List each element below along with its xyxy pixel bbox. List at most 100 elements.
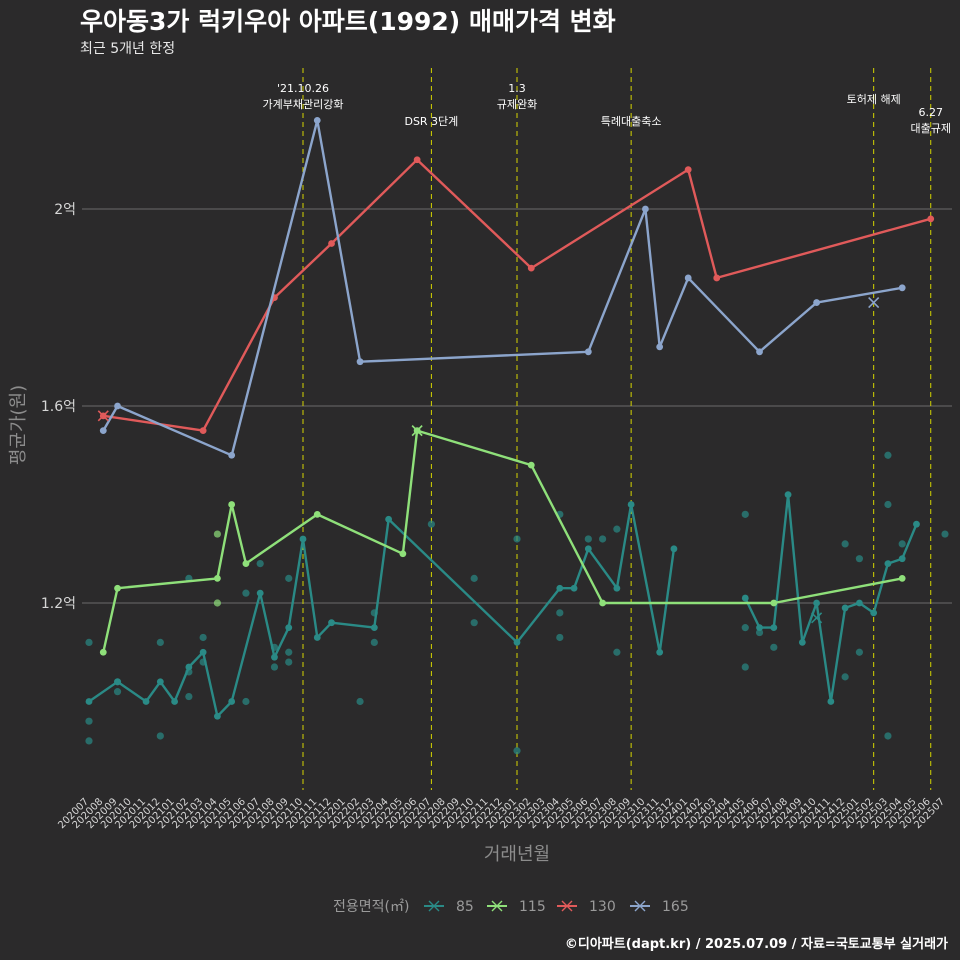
series-line-85 — [744, 493, 918, 703]
chart-title: 우아동3가 럭키우아 아파트(1992) 매매가격 변화 — [80, 7, 616, 36]
series-point-85 — [856, 599, 863, 607]
series-point-130 — [199, 427, 207, 435]
policy-annotation: '21.10.26 — [277, 82, 329, 95]
series-point-85 — [913, 520, 920, 528]
series-line-115 — [102, 429, 903, 653]
policy-annotation: 토허제 해제 — [847, 92, 901, 106]
cross-marker — [411, 425, 423, 437]
deal-point — [470, 574, 478, 582]
series-point-85 — [813, 599, 820, 607]
series-point-85 — [827, 698, 835, 705]
deal-point — [841, 673, 849, 681]
series-point-85 — [784, 491, 792, 499]
y-tick-label: 2억 — [54, 202, 76, 218]
series-point-85 — [770, 624, 778, 632]
deal-point — [513, 747, 521, 755]
deal-point — [513, 535, 521, 543]
series-point-85 — [85, 698, 93, 705]
series-point-85 — [898, 555, 906, 563]
deal-point — [285, 648, 293, 656]
series-point-165 — [642, 205, 649, 213]
deal-point — [613, 648, 621, 656]
cross-marker — [811, 612, 823, 624]
deal-point — [584, 535, 592, 543]
series-point-85 — [171, 698, 179, 705]
deal-point — [242, 697, 250, 706]
deal-point — [884, 732, 892, 740]
legend-swatch-marker — [491, 900, 503, 912]
series-point-85 — [741, 594, 749, 602]
series-point-85 — [313, 634, 321, 641]
series-point-85 — [385, 515, 392, 523]
series-point-115 — [114, 584, 121, 592]
deal-point — [285, 658, 293, 666]
deal-point — [427, 520, 435, 528]
deal-point — [185, 692, 193, 701]
deal-point — [370, 638, 378, 647]
legend-title: 전용면적(㎡) — [333, 899, 409, 915]
legend-label: 85 — [456, 899, 474, 915]
series-point-85 — [670, 545, 678, 553]
series-point-115 — [242, 560, 250, 567]
series-point-115 — [898, 574, 906, 582]
deal-point — [770, 643, 778, 651]
series-point-165 — [114, 402, 121, 410]
x-axis-title: 거래년월 — [484, 844, 550, 865]
policy-annotation: 6.27 — [918, 106, 943, 119]
series-point-165 — [99, 427, 107, 435]
series-point-165 — [813, 299, 820, 306]
y-axis-title: 평균가(원) — [8, 385, 29, 465]
series-point-115 — [313, 510, 321, 518]
legend-swatch-marker — [634, 900, 646, 912]
series-point-85 — [613, 584, 621, 592]
series-point-130 — [527, 264, 535, 272]
deal-point — [85, 737, 93, 745]
deal-point — [470, 619, 478, 627]
deal-point — [898, 540, 906, 548]
deal-point — [741, 510, 749, 518]
series-point-85 — [370, 624, 378, 632]
series-point-115 — [599, 599, 606, 607]
cross-marker — [868, 297, 880, 309]
series-point-165 — [228, 451, 236, 459]
legend-label: 115 — [519, 899, 546, 915]
policy-annotation: 특례대출축소 — [601, 115, 662, 128]
deal-point — [356, 697, 364, 706]
deal-point — [199, 633, 207, 642]
series-point-165 — [756, 348, 763, 356]
legend-swatch-marker — [561, 900, 573, 912]
deal-point — [741, 624, 749, 632]
policy-annotation: DSR 3단계 — [404, 115, 458, 128]
deal-point — [755, 628, 764, 637]
series-point-130 — [927, 215, 935, 223]
policy-annotation: 규제완화 — [497, 98, 537, 111]
deal-point — [270, 663, 279, 671]
deal-point — [85, 638, 93, 647]
series-point-165 — [356, 358, 364, 366]
deal-point — [741, 663, 749, 671]
series-point-165 — [656, 343, 664, 351]
deal-point — [285, 574, 293, 582]
legend-label: 165 — [662, 899, 689, 915]
series-point-85 — [756, 624, 763, 632]
series-point-165 — [584, 348, 592, 356]
series-point-85 — [556, 584, 564, 592]
series-point-85 — [584, 545, 592, 553]
deal-point — [613, 525, 621, 533]
deal-point — [884, 500, 892, 509]
deal-point — [941, 530, 949, 538]
series-point-165 — [898, 284, 906, 292]
series-point-85 — [328, 619, 335, 627]
series-point-85 — [285, 624, 293, 632]
series-point-85 — [114, 678, 121, 686]
deal-point — [599, 535, 607, 543]
series-point-85 — [841, 604, 849, 612]
series-point-85 — [156, 678, 164, 686]
deal-point — [556, 633, 564, 642]
series-point-130 — [413, 156, 421, 164]
y-tick-label: 1.2억 — [41, 596, 76, 612]
deal-point — [256, 560, 264, 568]
series-point-115 — [527, 461, 535, 469]
deal-point — [884, 451, 892, 459]
series-point-85 — [570, 584, 578, 592]
